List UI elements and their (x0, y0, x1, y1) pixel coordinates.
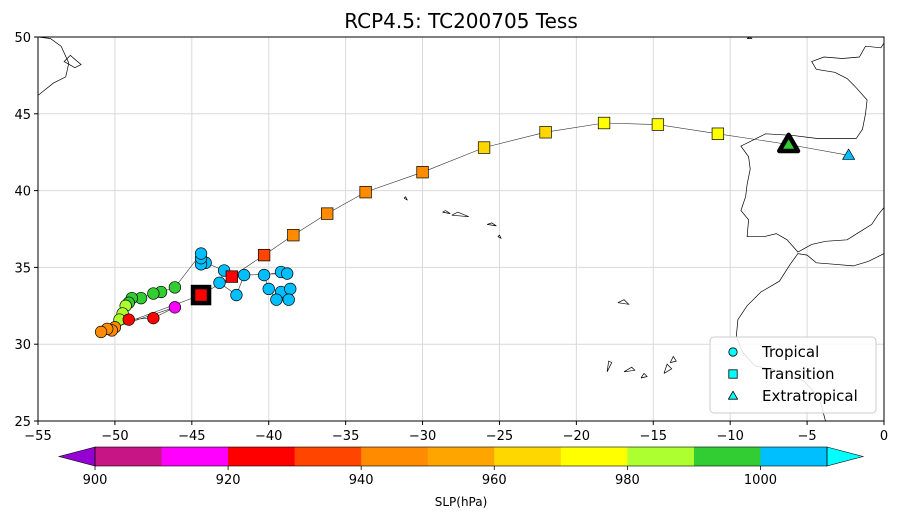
colorbar-bin (427, 447, 495, 466)
x-tick-label: −5 (798, 429, 817, 444)
coastline (38, 37, 70, 96)
x-tick-label: −55 (24, 429, 51, 444)
track-point (321, 207, 334, 220)
colorbar-tick-label: 960 (482, 473, 507, 488)
track-point (539, 126, 552, 139)
track-point (282, 293, 295, 306)
track-point (842, 148, 856, 160)
track-line (100, 122, 849, 333)
legend-label: Tropical (761, 343, 819, 361)
legend-square-marker (728, 369, 738, 379)
colorbar-tick-label: 1000 (744, 473, 777, 488)
legend-box (709, 336, 877, 414)
colorbar-bin (294, 447, 362, 466)
legend-triangle-marker (727, 390, 739, 400)
track-point (194, 247, 208, 260)
x-tick-label: −30 (409, 429, 436, 444)
colorbar-bin (760, 447, 828, 466)
y-tick-label: 35 (14, 261, 31, 276)
coastline (606, 360, 613, 372)
track-point (287, 228, 300, 242)
track-point (416, 166, 429, 179)
track-point (711, 127, 725, 140)
map-frame (37, 36, 885, 422)
colorbar-bin (494, 447, 562, 466)
y-tick-label: 50 (14, 31, 31, 46)
coastline (451, 211, 469, 218)
track-point (477, 141, 491, 154)
track-point (651, 118, 665, 131)
track-point (281, 267, 294, 280)
coastline (403, 196, 408, 201)
track-point (257, 268, 271, 282)
x-tick-label: 0 (880, 429, 888, 444)
coastline (63, 54, 82, 69)
colorbar-tick-label: 940 (349, 473, 374, 488)
track-point (213, 276, 226, 289)
coastline (623, 366, 636, 373)
coastline (617, 299, 630, 305)
colorbar-bin (627, 447, 695, 466)
coastline (640, 372, 648, 379)
coastline (497, 234, 502, 239)
track-point-highlighted (777, 132, 801, 154)
track-point (168, 281, 182, 294)
colorbar-bin (161, 447, 229, 466)
y-tick-label: 30 (14, 338, 31, 353)
track-point (147, 311, 160, 325)
coastline (663, 363, 673, 374)
y-tick-label: 45 (14, 108, 31, 123)
x-tick-label: −50 (101, 429, 128, 444)
x-tick-label: −35 (332, 429, 359, 444)
colorbar-extend-high (826, 446, 865, 467)
coastline (740, 42, 884, 253)
x-tick-label: −20 (563, 429, 590, 444)
x-tick-label: −45 (178, 429, 205, 444)
track-point (359, 185, 372, 199)
y-tick-label: 40 (14, 185, 31, 200)
track-point (237, 268, 251, 282)
track-point (270, 293, 283, 306)
colorbar-bin (560, 447, 628, 466)
colorbar-extend-low (57, 446, 96, 467)
colorbar-bin (95, 447, 163, 466)
track-point (597, 116, 611, 130)
x-tick-label: −25 (486, 429, 513, 444)
track-point (168, 301, 182, 314)
colorbar-tick-label: 900 (83, 473, 108, 488)
track-point (147, 287, 160, 300)
legend: Tropical Transition Extratropical (709, 336, 877, 414)
colorbar-tick-label: 920 (216, 473, 241, 488)
colorbar-bin (693, 447, 761, 466)
track-point-highlighted (190, 284, 212, 306)
track-point (284, 282, 297, 296)
x-tick-label: −15 (640, 429, 667, 444)
axes: −55 −50 −45 −40 −35 −30 −25 −20 −15 −10 −5 02530354… (14, 31, 888, 444)
coastline (746, 37, 753, 39)
x-tick-label: −10 (716, 429, 743, 444)
track-point (94, 325, 108, 339)
coastline (669, 355, 677, 363)
track-point (230, 288, 243, 302)
track-point (122, 313, 135, 326)
legend-label: Transition (761, 365, 835, 383)
colorbar-bin (361, 447, 429, 466)
y-tick-label: 25 (14, 415, 31, 430)
colorbar-frame (94, 446, 828, 467)
track-point (262, 282, 275, 296)
x-tick-label: −40 (255, 429, 282, 444)
coastline (442, 210, 451, 214)
legend-circle-marker (728, 347, 738, 357)
legend-label: Extratropical (762, 387, 858, 405)
track-point (257, 248, 271, 262)
track-point (225, 270, 238, 283)
chart-title: RCP4.5: TC200705 Tess (344, 9, 578, 33)
colorbar-bin (228, 447, 296, 466)
colorbar: 900 920 940 960 980 1000 SLP(hPa) (57, 446, 865, 509)
coastline (486, 222, 497, 227)
colorbar-tick-label: 980 (615, 473, 640, 488)
colorbar-label: SLP(hPa) (435, 495, 488, 509)
storm-track (94, 116, 856, 339)
